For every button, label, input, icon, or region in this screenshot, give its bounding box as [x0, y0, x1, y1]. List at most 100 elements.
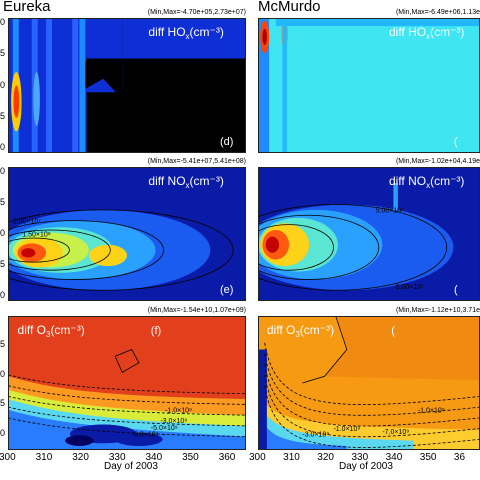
- x-tick-label: 350: [182, 452, 199, 463]
- x-tick-label: 340: [385, 452, 403, 463]
- y-tick-label: 0: [0, 228, 6, 238]
- mcmurdo-o3-title: diff O3(cm⁻³): [267, 323, 334, 339]
- x-tick-label: 36: [453, 452, 466, 463]
- mcmurdo-hox-minmax: (Min,Max=-6.49e+06,1.13e: [395, 9, 480, 16]
- o3-field: [324, 316, 480, 381]
- o3-contour-label: -3.0×10⁹: [160, 418, 187, 425]
- hox-peak: [262, 28, 267, 45]
- eureka-hox-minmax: (Min,Max=-4.70e+05,2.73e+07): [147, 9, 246, 16]
- x-tick-label: 330: [108, 452, 126, 463]
- y-tick-label: 0: [0, 427, 6, 438]
- hox-streak: [79, 18, 86, 153]
- o3-contour-label: -1.0×10⁹: [418, 407, 445, 414]
- o3-contour-label: -7.0×10⁹: [382, 429, 409, 436]
- mcmurdo-nox-minmax: (Min,Max=-1.02e+04,4.19e: [395, 158, 480, 165]
- nox-region: [21, 248, 36, 258]
- nox-contour: [258, 214, 380, 280]
- eureka-o3-panel: -1.0×10⁹ -3.0×10⁹-5.0×10⁹-9.0×10⁹ diff O3(…: [8, 316, 246, 450]
- eureka-nox-frame: [8, 167, 246, 301]
- x-tick-label: 300: [0, 452, 16, 463]
- x-tick-label: 330: [351, 452, 369, 463]
- eureka-column-title: Eureka: [3, 0, 51, 15]
- hox-streak: [282, 24, 287, 153]
- x-axis-title-left: Day of 2003: [104, 461, 158, 472]
- hox-streak: [258, 18, 270, 153]
- o3-contour-label: -1.0×10⁹: [333, 426, 360, 433]
- o3-contour-label: -9.0×10⁹: [132, 432, 159, 439]
- eureka-hox-title: diff HOx(cm⁻³): [148, 25, 223, 41]
- o3-contour: [264, 353, 480, 416]
- nox-region: [265, 236, 280, 253]
- x-tick-label: 340: [145, 452, 163, 463]
- y-tick-label: 5: [0, 48, 6, 59]
- o3-field: [258, 409, 347, 450]
- hox-field: [79, 58, 123, 99]
- eureka-hox-letter: (d): [220, 136, 233, 148]
- mcmurdo-nox-panel: 5.00×10⁷ 5.00×10⁷ diff NOx(cm⁻³) (: [258, 167, 480, 301]
- y-tick-label: 5: [0, 398, 6, 409]
- eureka-hox-frame: [8, 18, 246, 153]
- o3-region: [115, 432, 163, 446]
- hox-streak: [46, 18, 53, 153]
- eureka-nox-letter: (e): [220, 284, 233, 296]
- o3-contour: [302, 316, 348, 384]
- o3-contour-label: -1.0×10⁹: [165, 407, 192, 414]
- nox-contour-label: 5.00×10⁷: [376, 208, 404, 215]
- eureka-o3-minmax: (Min,Max=-1.54e+10,1.07e+09): [147, 307, 246, 314]
- mcmurdo-column-title: McMurdo: [258, 0, 321, 15]
- x-tick-label: 360: [218, 452, 236, 463]
- eureka-o3-letter: (f): [151, 325, 161, 337]
- nox-contour-label: 5.00×10⁷: [13, 218, 41, 225]
- x-tick-label: 320: [72, 452, 89, 463]
- o3-contour-label: -3.0×10⁹: [302, 432, 329, 439]
- y-tick-label: 0: [0, 79, 6, 90]
- nox-contour-label: 5.00×10⁷: [396, 284, 424, 291]
- o3-contour: [264, 364, 480, 427]
- nox-contour: [8, 209, 234, 291]
- nox-contour: [8, 237, 70, 263]
- y-tick-label: 0: [0, 141, 6, 152]
- y-tick-label: 5: [0, 197, 6, 208]
- y-tick-label: 0: [0, 289, 6, 300]
- eureka-nox-title: diff NOx(cm⁻³): [148, 174, 223, 190]
- eureka-o3-title: diff O3(cm⁻³): [18, 323, 85, 339]
- o3-field: [258, 399, 414, 450]
- eureka-nox-minmax: (Min,Max=-5.41e+07,5.41e+08): [147, 158, 246, 165]
- eureka-hox-panel: diff HOx(cm⁻³) (d): [8, 18, 246, 153]
- x-tick-label: 320: [317, 452, 334, 463]
- mcmurdo-o3-panel: -1.0×10⁹ -1.0×10⁹ -3.0×10⁹ -7.0×10⁹ diff O3(…: [258, 316, 480, 450]
- mcmurdo-hox-background: [258, 18, 480, 153]
- nox-contour: [8, 220, 164, 280]
- eureka-o3-frame: [8, 316, 246, 450]
- y-tick-label: 0: [0, 17, 6, 28]
- hox-streak: [33, 72, 40, 126]
- y-tick-label: 5: [0, 339, 6, 350]
- x-tick-label: 310: [35, 452, 53, 463]
- x-axis-title-right: Day of 2003: [339, 461, 393, 472]
- hox-field: [122, 18, 246, 59]
- nox-contour: [258, 204, 448, 291]
- hox-streak: [72, 18, 79, 153]
- x-tick-label: 310: [283, 452, 300, 463]
- mcmurdo-nox-letter: (: [454, 284, 458, 296]
- mcmurdo-o3-minmax: (Min,Max=-1.12e+10,3.71e: [395, 307, 480, 314]
- nox-contour-label: 1.50×10⁸: [22, 232, 50, 239]
- mcmurdo-o3-letter: (: [391, 325, 395, 337]
- mcmurdo-hox-title: diff HOx(cm⁻³): [389, 25, 464, 41]
- mcmurdo-nox-title: diff NOx(cm⁻³): [389, 174, 464, 190]
- y-tick-label: 0: [0, 368, 6, 379]
- mcmurdo-hox-panel: diff HOx(cm⁻³) (: [258, 18, 480, 153]
- hox-peak: [13, 85, 20, 118]
- eureka-nox-panel: 5.00×10⁷ 1.50×10⁸ diff NOx(cm⁻³) (e): [8, 167, 246, 301]
- y-tick-label: 5: [0, 110, 6, 121]
- o3-region: [65, 435, 94, 446]
- hox-field: [275, 18, 480, 27]
- o3-contour: [114, 348, 140, 373]
- o3-contour: [264, 385, 480, 448]
- x-tick-label: 350: [419, 452, 437, 463]
- o3-contour: [264, 374, 480, 438]
- o3-contour-label: -5.0×10⁹: [151, 425, 178, 432]
- y-tick-label: 0: [0, 166, 6, 177]
- y-tick-label: 5: [0, 258, 6, 269]
- mcmurdo-hox-letter: (: [454, 136, 458, 148]
